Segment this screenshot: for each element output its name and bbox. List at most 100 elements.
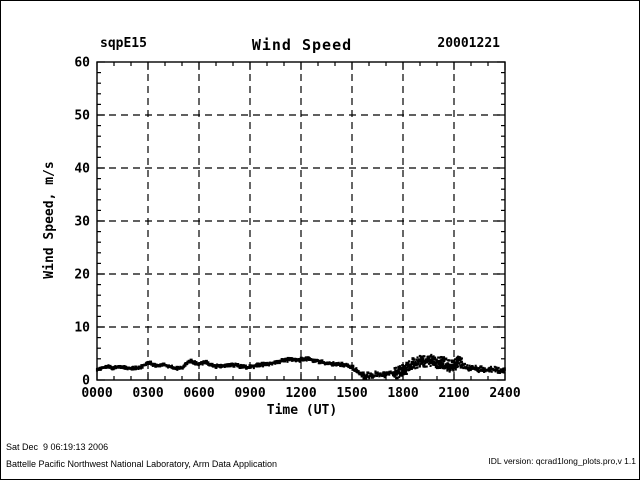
data-point: [407, 361, 410, 364]
data-point: [460, 365, 463, 368]
tick-label: 0300: [132, 386, 163, 401]
data-point: [384, 372, 387, 375]
data-point: [450, 363, 454, 367]
data-point: [494, 370, 497, 373]
data-point: [375, 374, 379, 378]
data-point: [170, 364, 174, 367]
data-point: [408, 367, 411, 370]
data-point: [458, 362, 461, 365]
data-point: [419, 359, 422, 362]
data-point: [434, 363, 437, 366]
data-point: [447, 359, 450, 362]
data-point: [448, 370, 451, 373]
data-point: [304, 356, 307, 359]
data-point: [405, 361, 409, 365]
data-point: [206, 361, 209, 364]
data-point: [494, 368, 497, 372]
data-point: [319, 362, 322, 365]
data-point: [408, 360, 411, 363]
tick-label: 1200: [285, 386, 316, 401]
data-point: [388, 373, 391, 376]
data-point: [431, 363, 434, 366]
data-point: [461, 362, 464, 365]
data-point: [449, 368, 452, 372]
data-point: [426, 360, 429, 363]
data-point: [444, 363, 447, 366]
data-point: [398, 366, 401, 369]
data-point: [392, 371, 396, 375]
data-point: [422, 360, 425, 363]
data-point: [349, 366, 353, 370]
data-point: [503, 367, 506, 370]
data-point: [306, 356, 310, 360]
data-point: [134, 368, 138, 371]
data-point: [422, 365, 425, 368]
data-point: [414, 367, 417, 370]
page-title: Wind Speed: [251, 36, 353, 54]
data-point: [382, 371, 386, 375]
tick-label: 1800: [387, 386, 418, 401]
tick-label: 0000: [81, 386, 112, 401]
data-point: [414, 360, 417, 363]
data-point: [470, 367, 473, 370]
data-point: [211, 362, 214, 365]
data-point: [366, 371, 370, 375]
data-point: [447, 362, 450, 365]
data-point: [262, 361, 265, 364]
data-point: [452, 369, 455, 372]
data-point: [454, 366, 457, 369]
data-point: [416, 366, 419, 369]
data-point: [389, 370, 392, 373]
data-point: [418, 364, 421, 367]
data-point: [393, 375, 396, 378]
data-point: [294, 360, 297, 363]
data-point: [305, 359, 308, 362]
data-point: [452, 364, 455, 367]
data-point: [355, 367, 358, 370]
data-point: [471, 365, 474, 368]
data-point: [435, 366, 439, 370]
data-point: [133, 368, 136, 371]
data-point: [255, 365, 258, 368]
data-point: [415, 358, 418, 361]
data-point: [361, 371, 365, 375]
data-point: [365, 377, 368, 380]
data-point: [202, 362, 205, 365]
data-point: [438, 366, 442, 370]
data-point: [399, 367, 403, 371]
data-point: [139, 366, 143, 370]
data-point: [413, 358, 416, 361]
data-point: [391, 372, 394, 375]
data-point: [401, 366, 405, 370]
data-point: [468, 364, 471, 367]
data-point: [299, 360, 302, 363]
data-point: [411, 360, 414, 363]
data-point: [399, 371, 402, 374]
data-point: [429, 364, 432, 367]
data-point: [459, 356, 462, 359]
data-point: [220, 365, 223, 368]
data-point: [226, 365, 229, 368]
data-point: [445, 363, 449, 367]
data-point: [457, 359, 460, 362]
data-point: [455, 363, 459, 367]
data-point: [481, 369, 484, 372]
data-point: [144, 363, 148, 367]
data-point: [468, 368, 472, 372]
data-point: [398, 365, 401, 368]
data-point: [99, 368, 102, 371]
data-point: [242, 364, 245, 367]
data-point: [183, 363, 187, 367]
data-point: [442, 356, 445, 359]
data-point: [232, 363, 235, 366]
data-point: [436, 365, 439, 368]
data-point: [431, 360, 434, 363]
data-point: [443, 359, 446, 362]
data-point: [453, 358, 457, 361]
data-point: [107, 364, 110, 367]
data-point: [444, 357, 448, 361]
data-point: [434, 362, 437, 365]
data-point: [413, 364, 416, 367]
data-point: [466, 364, 469, 367]
data-point: [350, 364, 353, 367]
